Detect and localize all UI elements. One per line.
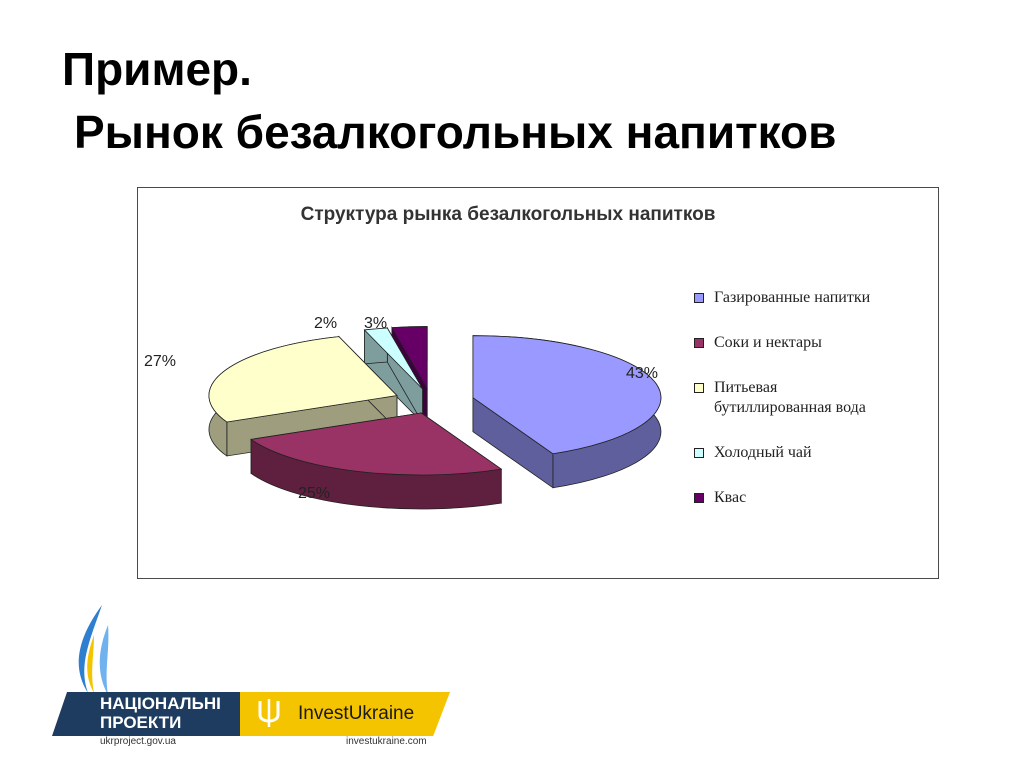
national-projects-logo <box>52 692 240 736</box>
pie-label-3: 2% <box>314 315 337 332</box>
logo-right-name-a: Invest <box>298 703 349 724</box>
pie-label-0: 43% <box>626 365 658 382</box>
legend-swatch-juices <box>694 338 704 348</box>
legend-label-tea: Холодный чай <box>714 444 812 461</box>
legend-item-kvass: Квас <box>694 488 934 508</box>
invest-ukraine-logo <box>240 692 450 736</box>
chart-legend: Газированные напитки Соки и нектары Пить… <box>694 288 934 533</box>
invest-ukraine-url: investukraine.com <box>346 736 427 747</box>
logo-left-line2: ПРОЕКТИ <box>100 713 182 732</box>
pie-slice-0 <box>472 335 662 489</box>
legend-swatch-soda <box>694 293 704 303</box>
legend-swatch-tea <box>694 448 704 458</box>
slide-title-line1: Пример. <box>62 43 252 95</box>
legend-item-juices: Соки и нектары <box>694 333 934 353</box>
slide-title-line2: Рынок безалкогольных напитков <box>74 105 837 158</box>
logo-left-line1: НАЦІОНАЛЬНІ <box>100 694 221 713</box>
legend-label-water-line1: Питьевая <box>714 379 778 396</box>
national-projects-text: НАЦІОНАЛЬНІ ПРОЕКТИ <box>100 694 221 732</box>
pie-slice-2 <box>208 335 398 457</box>
legend-label-kvass: Квас <box>714 489 747 506</box>
legend-swatch-kvass <box>694 493 704 503</box>
legend-label-water-line2: бутиллированная вода <box>714 399 866 416</box>
legend-swatch-water <box>694 383 704 393</box>
legend-label-juices: Соки и нектары <box>714 334 822 351</box>
invest-ukraine-text: InvestUkraine <box>298 703 414 725</box>
pie-chart: 43% 25% 27% 2% 3% <box>144 315 662 510</box>
pie-label-2: 27% <box>144 353 176 370</box>
logo-right-name-b: Ukraine <box>348 703 415 724</box>
slide-title: Пример. Рынок безалкогольных напитков <box>62 38 836 163</box>
legend-label-soda: Газированные напитки <box>714 289 871 306</box>
legend-item-water: Питьевая бутиллированная вода <box>694 378 934 418</box>
national-projects-url: ukrproject.gov.ua <box>100 736 176 747</box>
chart-title: Структура рынка безалкогольных напитков <box>300 204 716 225</box>
invest-ukraine-mark-icon <box>258 699 280 727</box>
pie-label-1: 25% <box>298 485 330 502</box>
pie-slice-1 <box>250 412 503 510</box>
pie-label-4: 3% <box>364 315 387 332</box>
legend-item-soda: Газированные напитки <box>694 288 934 308</box>
chart-frame: Структура рынка безалкогольных напитков … <box>137 187 939 579</box>
flame-logo-icon <box>78 605 109 695</box>
legend-item-tea: Холодный чай <box>694 443 934 463</box>
